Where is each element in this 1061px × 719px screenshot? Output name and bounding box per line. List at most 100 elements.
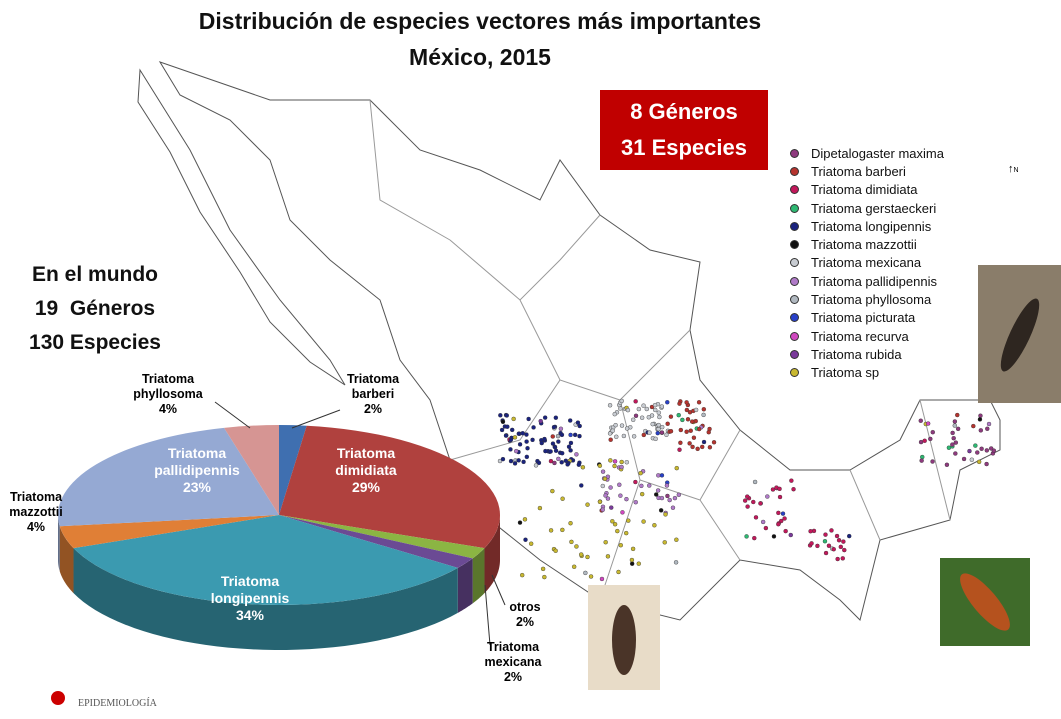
map-point bbox=[568, 418, 573, 423]
legend-item: Triatoma longipennis bbox=[790, 217, 944, 235]
map-point bbox=[654, 492, 659, 497]
map-point bbox=[691, 435, 697, 440]
map-point bbox=[760, 519, 766, 525]
map-point bbox=[696, 400, 702, 405]
map-point bbox=[566, 444, 572, 449]
map-point bbox=[842, 547, 847, 553]
map-point bbox=[672, 495, 678, 501]
map-point bbox=[783, 528, 788, 534]
map-point bbox=[517, 442, 523, 447]
map-point bbox=[558, 426, 564, 431]
map-point bbox=[526, 416, 531, 422]
map-point bbox=[550, 441, 556, 446]
map-point bbox=[693, 418, 698, 424]
map-point bbox=[690, 444, 695, 450]
slice-side bbox=[472, 548, 485, 604]
legend-dot bbox=[790, 240, 799, 250]
legend-label: Triatoma mazzottii bbox=[811, 237, 917, 253]
map-point bbox=[918, 439, 924, 445]
map-point bbox=[788, 532, 793, 538]
north-arrow: ↑N bbox=[1008, 163, 1019, 175]
map-point bbox=[551, 424, 557, 430]
map-point bbox=[512, 461, 518, 466]
map-point bbox=[753, 515, 759, 520]
map-point bbox=[660, 424, 665, 430]
map-point bbox=[614, 434, 619, 439]
map-point bbox=[652, 402, 658, 408]
baja-california bbox=[137, 68, 346, 386]
legend-dot bbox=[790, 368, 799, 378]
slice-name: Triatoma pallidipennis bbox=[154, 445, 240, 478]
map-point bbox=[976, 459, 982, 465]
map-point bbox=[695, 446, 700, 452]
slice bbox=[224, 425, 279, 515]
map-point bbox=[539, 440, 544, 446]
map-point bbox=[523, 537, 528, 542]
map-point bbox=[537, 505, 543, 511]
map-point bbox=[542, 574, 547, 580]
slice-side bbox=[457, 558, 473, 613]
map-point bbox=[636, 406, 642, 412]
map-point bbox=[639, 415, 645, 420]
map-point bbox=[742, 498, 748, 503]
legend-item: Triatoma phyllosoma bbox=[790, 290, 944, 308]
map-point bbox=[668, 428, 674, 434]
slice-side bbox=[59, 526, 74, 594]
map-point bbox=[559, 450, 565, 456]
map-point bbox=[791, 487, 796, 492]
map-point bbox=[696, 426, 702, 432]
map-point bbox=[619, 464, 624, 470]
map-point bbox=[588, 574, 594, 579]
map-point bbox=[626, 518, 631, 523]
map-point bbox=[500, 419, 506, 424]
map-point bbox=[808, 529, 813, 534]
legend-item: Triatoma gerstaeckeri bbox=[790, 199, 944, 217]
map-point bbox=[677, 447, 682, 452]
map-point bbox=[608, 458, 613, 463]
map-point bbox=[605, 496, 611, 501]
map-point bbox=[659, 473, 665, 478]
map-point bbox=[973, 443, 978, 448]
legend-item: Triatoma mexicana bbox=[790, 254, 944, 272]
slice-name: Triatoma mexicana bbox=[484, 640, 542, 669]
map-point bbox=[516, 431, 522, 436]
map-point bbox=[656, 410, 662, 415]
map-point bbox=[615, 528, 620, 534]
map-point bbox=[503, 433, 509, 438]
slice-name: Triatoma barberi bbox=[346, 372, 400, 401]
map-point bbox=[971, 423, 976, 429]
map-point bbox=[955, 412, 960, 418]
map-point bbox=[619, 398, 624, 404]
map-point bbox=[553, 448, 559, 453]
slice-side bbox=[484, 515, 500, 594]
map-point bbox=[950, 442, 955, 447]
map-point bbox=[758, 501, 763, 506]
slice-percent: 29% bbox=[351, 479, 381, 495]
map-point bbox=[500, 456, 506, 462]
map-point bbox=[978, 428, 984, 433]
leader bbox=[214, 401, 251, 429]
map-point bbox=[922, 438, 927, 443]
map-point bbox=[630, 546, 636, 552]
map-point bbox=[745, 504, 750, 509]
map-point bbox=[684, 407, 690, 413]
map-point bbox=[986, 421, 992, 427]
map-point bbox=[658, 508, 664, 513]
map-point bbox=[685, 417, 691, 422]
slice bbox=[58, 427, 279, 527]
world-species: 130 Especies bbox=[29, 331, 161, 354]
map-point bbox=[531, 425, 536, 430]
legend-label: Dipetalogaster maxima bbox=[811, 145, 944, 161]
pie-chart bbox=[58, 425, 500, 650]
map-point bbox=[809, 541, 814, 546]
map-point bbox=[556, 456, 561, 462]
map-point bbox=[641, 519, 646, 524]
map-point bbox=[653, 436, 658, 442]
map-point bbox=[550, 434, 555, 439]
species-count: 31 Especies bbox=[621, 135, 747, 160]
legend: Dipetalogaster maxima Triatoma barberi Tri… bbox=[790, 144, 944, 382]
map-point bbox=[508, 458, 514, 464]
map-point bbox=[575, 420, 581, 425]
map-point bbox=[953, 451, 958, 456]
map-point bbox=[930, 459, 935, 464]
